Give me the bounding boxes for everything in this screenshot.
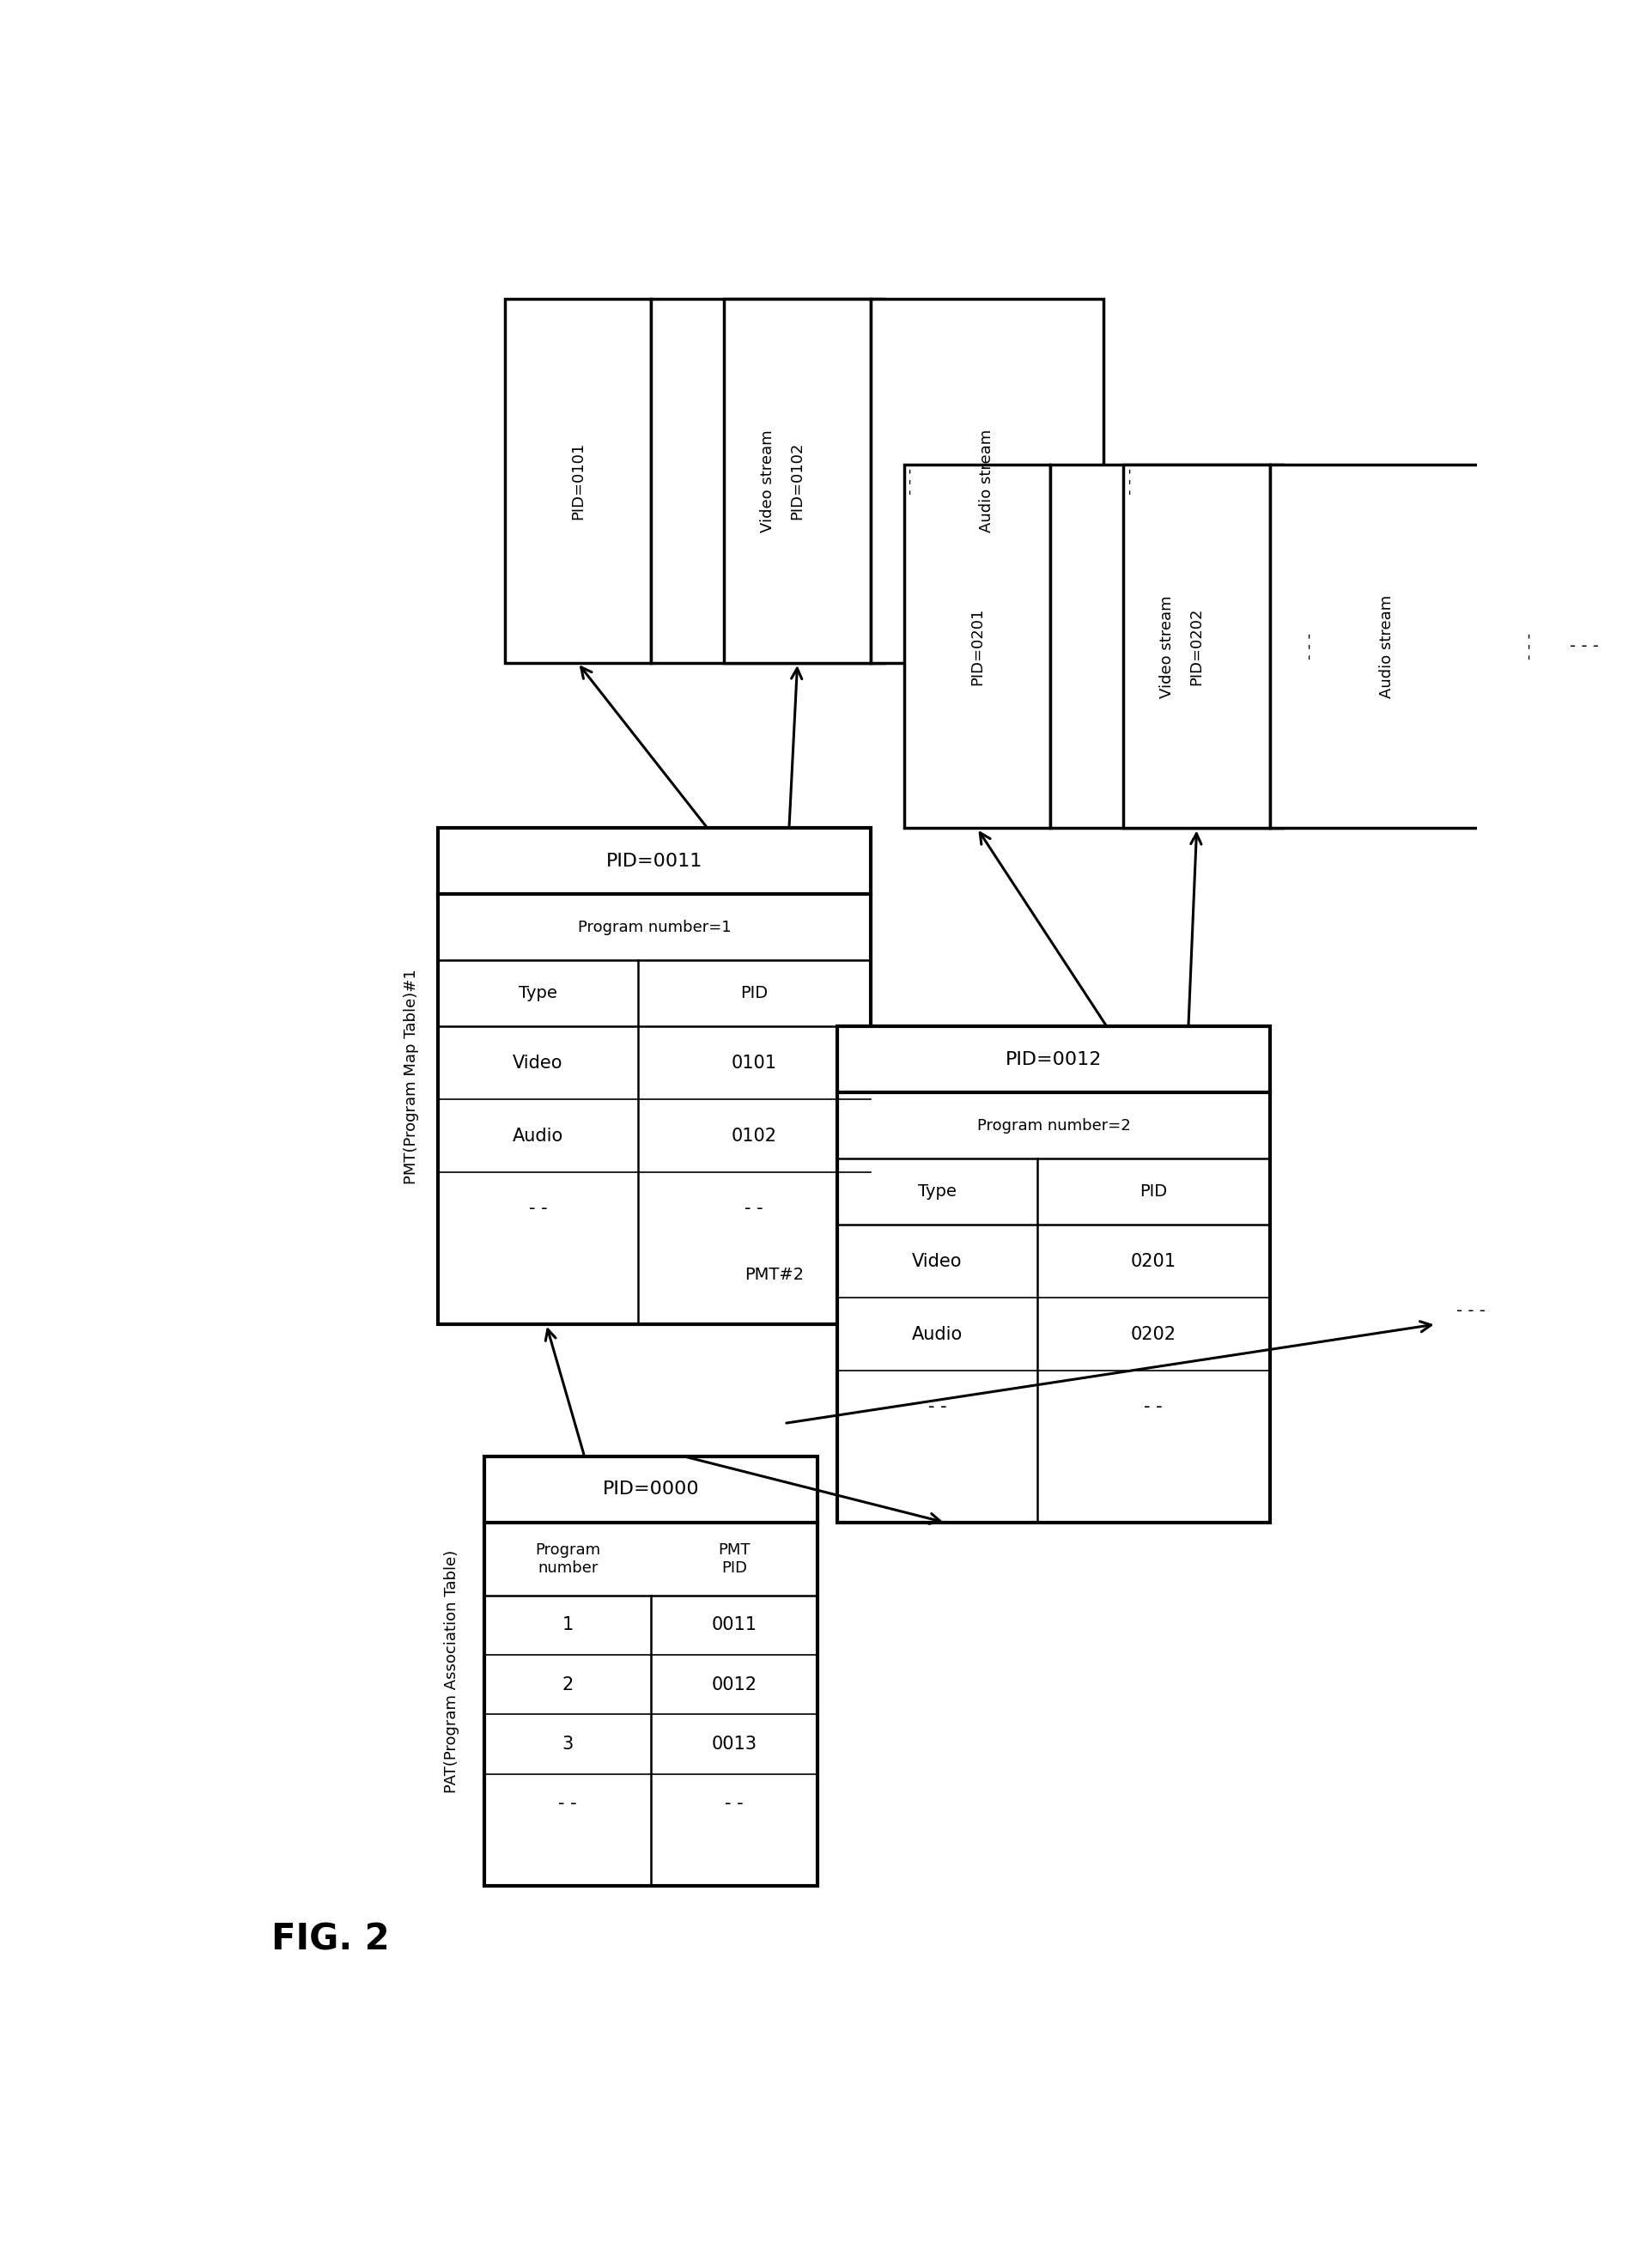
- Text: PMT#2: PMT#2: [745, 1266, 804, 1284]
- Text: 0202: 0202: [1131, 1325, 1177, 1343]
- Text: - - -: - - -: [1456, 1302, 1485, 1320]
- Bar: [837, 1027, 1270, 1522]
- Bar: [904, 465, 1050, 828]
- Text: PMT
PID: PMT PID: [719, 1542, 750, 1576]
- Text: PID=0000: PID=0000: [602, 1481, 699, 1499]
- Text: - - -: - - -: [1569, 637, 1598, 655]
- Text: 2: 2: [563, 1676, 573, 1694]
- Text: PID: PID: [1139, 1184, 1167, 1200]
- Text: Video: Video: [512, 1055, 563, 1070]
- Bar: [871, 299, 1103, 662]
- Text: PID=0102: PID=0102: [789, 442, 806, 519]
- Bar: [1270, 465, 1503, 828]
- Text: - -: - -: [745, 1200, 763, 1218]
- Bar: [438, 828, 871, 1325]
- Text: PID=0012: PID=0012: [1006, 1050, 1101, 1068]
- Text: Video stream: Video stream: [1159, 594, 1175, 699]
- Text: - - -: - - -: [903, 467, 919, 494]
- Text: 1: 1: [563, 1617, 573, 1633]
- Text: PID=0202: PID=0202: [1190, 608, 1204, 685]
- Text: PID=0011: PID=0011: [606, 853, 702, 871]
- Text: 0201: 0201: [1131, 1252, 1177, 1270]
- Text: Audio: Audio: [512, 1127, 563, 1145]
- Text: Type: Type: [519, 984, 558, 1002]
- Text: - -: - -: [927, 1399, 947, 1415]
- Text: 0102: 0102: [732, 1127, 776, 1145]
- Text: Program number=1: Program number=1: [578, 921, 730, 934]
- Text: PMT(Program Map Table)#1: PMT(Program Map Table)#1: [404, 968, 418, 1184]
- Text: Audio stream: Audio stream: [1378, 594, 1395, 699]
- Text: Type: Type: [917, 1184, 957, 1200]
- Bar: [1124, 465, 1270, 828]
- Text: 0013: 0013: [712, 1735, 757, 1753]
- Text: FIG. 2: FIG. 2: [272, 1921, 391, 1957]
- Text: - -: - -: [725, 1794, 743, 1812]
- Text: PID=0101: PID=0101: [569, 442, 586, 519]
- Bar: [651, 299, 884, 662]
- Text: 3: 3: [563, 1735, 573, 1753]
- Text: - - -: - - -: [1301, 633, 1318, 660]
- Text: Program
number: Program number: [535, 1542, 601, 1576]
- Text: Program number=2: Program number=2: [976, 1118, 1131, 1134]
- Bar: [724, 299, 871, 662]
- Text: Video: Video: [912, 1252, 962, 1270]
- Text: Audio: Audio: [912, 1325, 963, 1343]
- Text: PID=0201: PID=0201: [970, 608, 985, 685]
- Text: - -: - -: [558, 1794, 578, 1812]
- Bar: [504, 299, 651, 662]
- Text: PAT(Program Association Table): PAT(Program Association Table): [443, 1549, 459, 1794]
- Text: - - -: - - -: [1521, 633, 1538, 660]
- Text: 0011: 0011: [712, 1617, 757, 1633]
- Text: PID: PID: [740, 984, 768, 1002]
- Text: 0101: 0101: [732, 1055, 776, 1070]
- Bar: [1050, 465, 1283, 828]
- Text: 0012: 0012: [712, 1676, 757, 1694]
- Bar: [484, 1456, 817, 1887]
- Text: - -: - -: [528, 1200, 546, 1218]
- Text: Audio stream: Audio stream: [980, 429, 994, 533]
- Text: - -: - -: [1144, 1399, 1163, 1415]
- Text: Video stream: Video stream: [760, 429, 775, 533]
- Text: - - -: - - -: [1122, 467, 1137, 494]
